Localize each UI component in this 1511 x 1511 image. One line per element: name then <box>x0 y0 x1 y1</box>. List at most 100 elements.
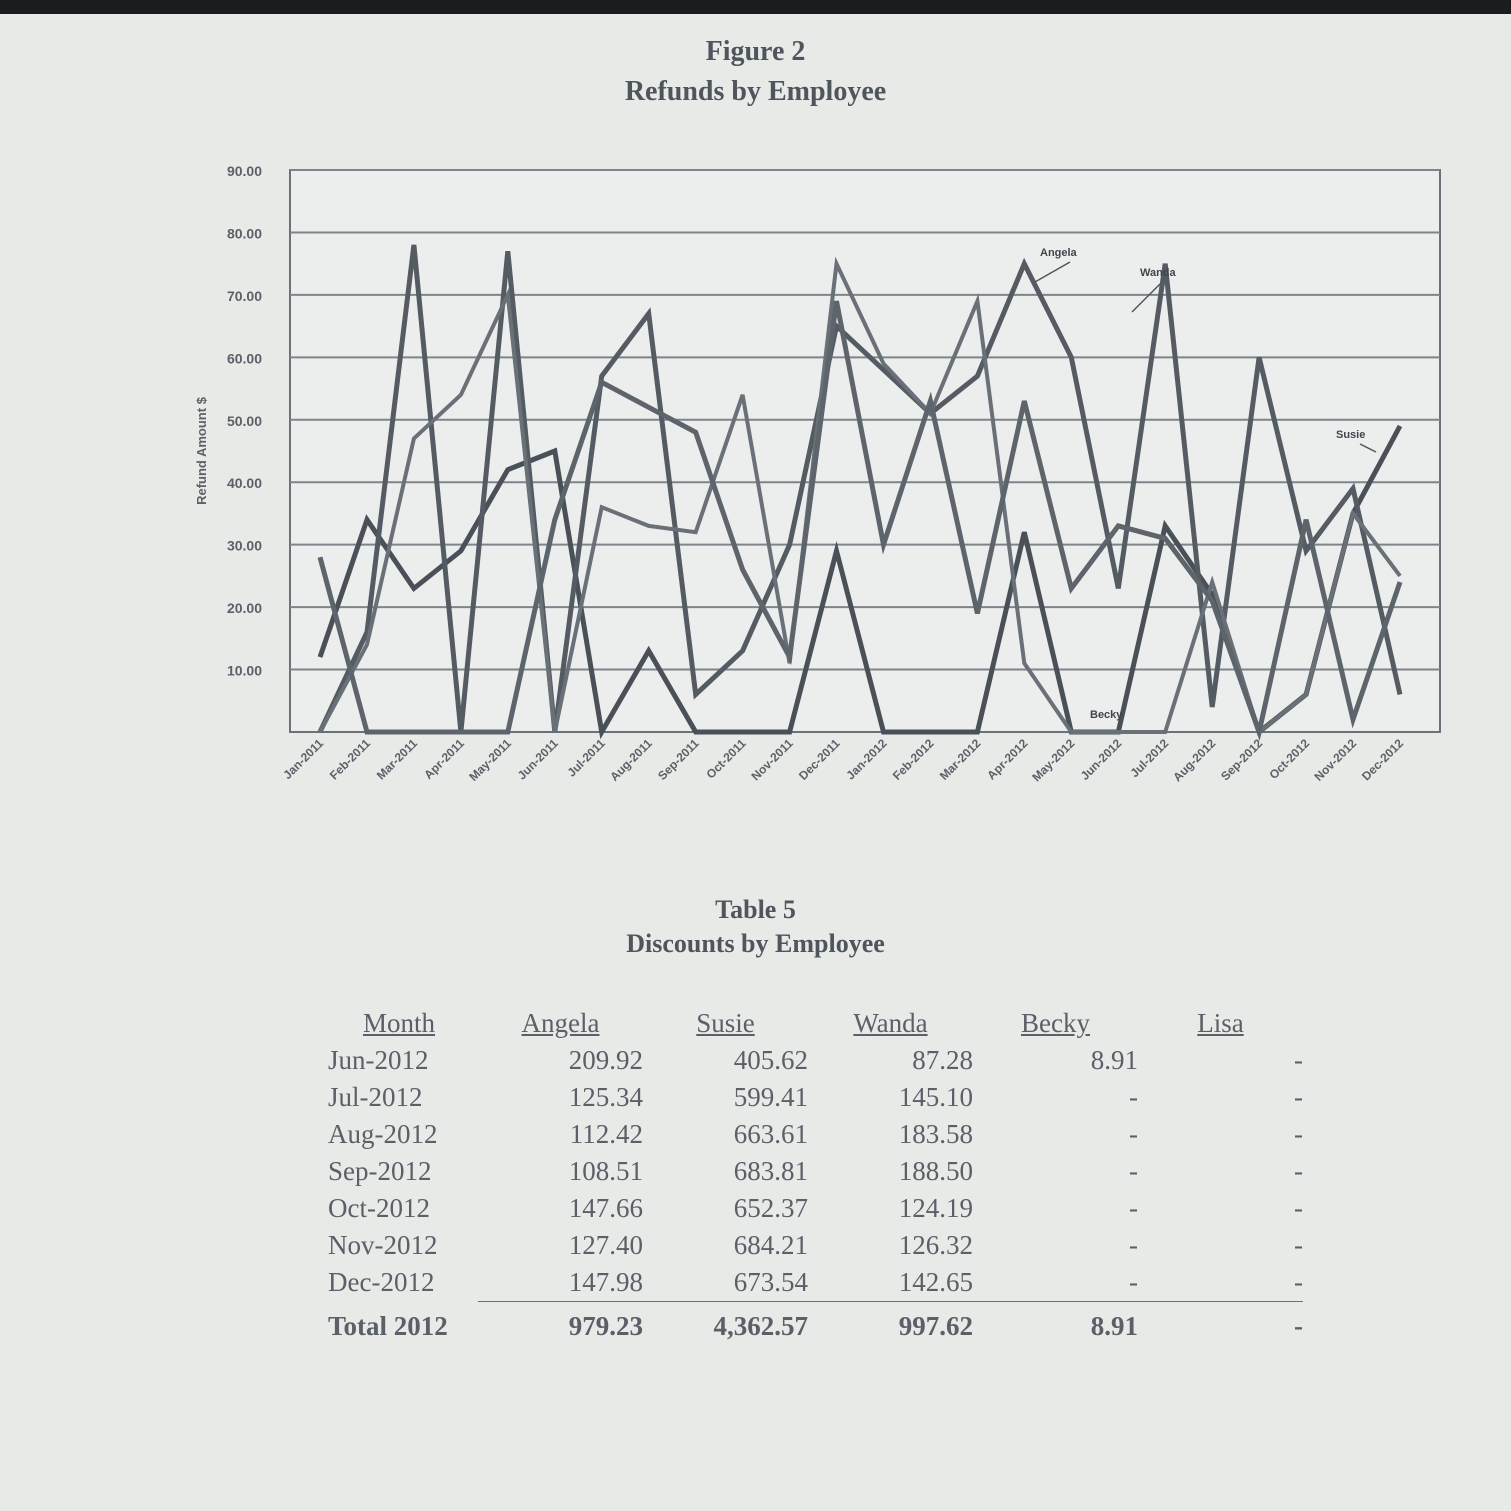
cell-susie: 405.62 <box>733 1045 808 1075</box>
y-tick-label: 90.00 <box>227 163 262 179</box>
table-row: Oct-2012 147.66 652.37 124.19 - - <box>320 1190 1303 1227</box>
table-header-row: Month Angela Susie Wanda Becky Lisa <box>320 1005 1303 1042</box>
cell-wanda: 188.50 <box>898 1156 973 1186</box>
x-tick-label: Nov-2012 <box>1312 736 1360 784</box>
cell-month: Dec-2012 <box>328 1267 435 1298</box>
cell-month: Jun-2012 <box>328 1045 429 1075</box>
cell-susie: 599.41 <box>733 1082 808 1112</box>
cell-becky: - <box>1129 1193 1138 1223</box>
y-tick-label: 10.00 <box>227 663 262 679</box>
x-tick-label: Dec-2012 <box>1359 736 1406 783</box>
table-row: Sep-2012 108.51 683.81 188.50 - - <box>320 1153 1303 1190</box>
annotation-leader <box>1359 443 1377 453</box>
series-annotation-susie: Susie <box>1336 429 1365 441</box>
cell-lisa: - <box>1294 1230 1303 1260</box>
table-row: Jun-2012 209.92 405.62 87.28 8.91 - <box>320 1042 1303 1079</box>
col-header-becky: Becky <box>1021 1008 1090 1038</box>
cell-susie: 652.37 <box>733 1193 808 1223</box>
series-annotation-wanda: Wanda <box>1140 267 1177 279</box>
y-tick-label: 30.00 <box>227 538 262 554</box>
series-line-becky <box>317 300 1403 742</box>
x-tick-label: Apr-2012 <box>984 736 1030 782</box>
x-tick-label: Oct-2011 <box>703 736 749 782</box>
table-row: Nov-2012 127.40 684.21 126.32 - - <box>320 1227 1303 1264</box>
x-tick-label: Nov-2011 <box>749 736 796 783</box>
total-wanda: 997.62 <box>898 1311 973 1341</box>
table-total-row: Total 2012 979.23 4,362.57 997.62 8.91 - <box>320 1302 1303 1346</box>
series-line-susie <box>318 256 1402 736</box>
figure-number: Figure 2 <box>705 36 806 67</box>
cell-angela: 147.66 <box>568 1193 643 1223</box>
annotation-leader <box>1131 283 1161 313</box>
cell-angela: 147.98 <box>478 1264 643 1302</box>
cell-month: Sep-2012 <box>328 1156 432 1186</box>
x-tick-label: Apr-2011 <box>421 736 467 782</box>
y-tick-label: 70.00 <box>227 288 262 304</box>
col-header-wanda: Wanda <box>853 1008 928 1038</box>
cell-becky: - <box>1129 1156 1138 1186</box>
x-tick-label: May-2011 <box>466 736 514 784</box>
total-label: Total 2012 <box>328 1310 448 1341</box>
x-tick-label: May-2012 <box>1029 736 1077 784</box>
table-row: Aug-2012 112.42 663.61 183.58 - - <box>320 1116 1303 1153</box>
x-tick-label: Oct-2012 <box>1266 736 1312 782</box>
x-tick-label: Aug-2011 <box>607 736 655 784</box>
x-tick-label: Jan-2011 <box>280 736 326 782</box>
cell-becky: - <box>1129 1082 1138 1112</box>
cell-month: Jul-2012 <box>328 1082 423 1112</box>
cell-lisa: - <box>1294 1045 1303 1075</box>
series-annotation-angela: Angela <box>1040 247 1078 259</box>
cell-month: Oct-2012 <box>328 1193 430 1223</box>
cell-month: Nov-2012 <box>328 1230 438 1260</box>
total-lisa: - <box>1294 1311 1303 1341</box>
cell-lisa: - <box>1294 1119 1303 1149</box>
total-becky: 8.91 <box>1090 1311 1138 1341</box>
refunds-line-chart: 10.00 20.00 30.00 40.00 50.00 60.00 70.00 80.00… <box>194 163 1441 784</box>
table-title: Discounts by Employee <box>626 929 885 958</box>
table-row: Dec-2012 147.98 673.54 142.65 - - <box>320 1264 1303 1302</box>
y-tick-label: 60.00 <box>227 350 262 366</box>
cell-wanda: 183.58 <box>898 1119 973 1149</box>
cell-becky: - <box>1129 1230 1138 1260</box>
total-susie: 4,362.57 <box>713 1311 809 1341</box>
x-tick-label: Aug-2012 <box>1170 736 1218 784</box>
cell-wanda: 145.10 <box>898 1082 973 1112</box>
series-annotation-becky: Becky <box>1090 709 1123 721</box>
cell-becky: - <box>1129 1119 1138 1149</box>
x-tick-label: Jun-2011 <box>515 736 561 782</box>
total-angela: 979.23 <box>568 1311 643 1341</box>
cell-lisa: - <box>1294 1193 1303 1223</box>
cell-becky: - <box>973 1264 1138 1302</box>
cell-month: Aug-2012 <box>328 1119 438 1149</box>
discounts-table: Month Angela Susie Wanda Becky Lisa Jun-… <box>320 1005 1303 1345</box>
cell-angela: 112.42 <box>569 1119 643 1149</box>
cell-angela: 125.34 <box>568 1082 643 1112</box>
table-row: Jul-2012 125.34 599.41 145.10 - - <box>320 1079 1303 1116</box>
x-tick-label: Feb-2012 <box>890 736 937 783</box>
col-header-month: Month <box>362 1008 435 1038</box>
y-axis-label: Refund Amount $ <box>194 396 209 505</box>
cell-lisa: - <box>1294 1156 1303 1186</box>
y-tick-label: 20.00 <box>227 600 262 616</box>
cell-angela: 209.92 <box>568 1045 643 1075</box>
x-tick-label: Mar-2011 <box>374 736 420 782</box>
x-tick-label: Mar-2012 <box>937 736 984 783</box>
cell-wanda: 87.28 <box>912 1045 973 1075</box>
col-header-angela: Angela <box>521 1008 600 1038</box>
x-tick-label: Jun-2012 <box>1078 736 1125 783</box>
x-tick-label: Dec-2011 <box>796 736 843 783</box>
y-tick-label: 50.00 <box>227 413 262 429</box>
col-header-lisa: Lisa <box>1197 1008 1244 1038</box>
cell-lisa: - <box>1294 1082 1303 1112</box>
cell-becky: 8.91 <box>1090 1045 1138 1075</box>
cell-susie: 684.21 <box>733 1230 808 1260</box>
y-tick-label: 40.00 <box>227 475 262 491</box>
x-tick-label: Feb-2011 <box>327 736 373 782</box>
x-tick-label: Sep-2012 <box>1218 736 1265 783</box>
cell-susie: 683.81 <box>733 1156 808 1186</box>
cell-lisa: - <box>1138 1264 1303 1302</box>
figure-title: Refunds by Employee <box>624 76 887 107</box>
table-number: Table 5 <box>715 895 796 924</box>
cell-angela: 108.51 <box>568 1156 643 1186</box>
x-tick-label: Jul-2011 <box>564 736 608 780</box>
